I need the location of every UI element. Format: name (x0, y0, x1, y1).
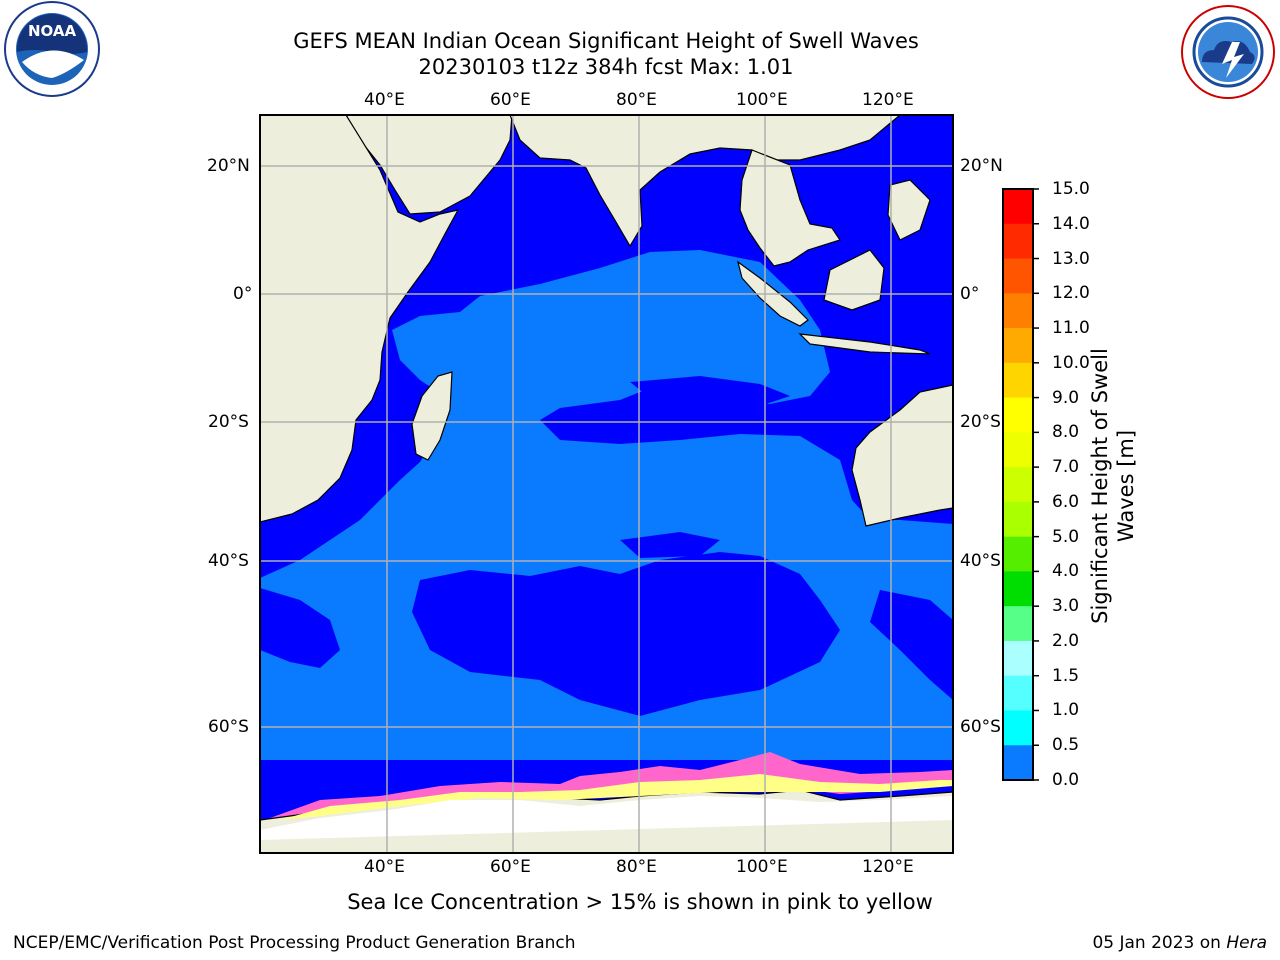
colorbar-tick-label: 5.0 (1052, 526, 1080, 547)
land-philippines (887, 179, 931, 241)
land-java (798, 333, 931, 355)
footer-date-text: 05 Jan 2023 on (1092, 933, 1227, 953)
colorbar-frame (1002, 188, 1034, 781)
land-madagascar (411, 371, 453, 461)
colorbar-segment (1003, 745, 1033, 781)
colorbar-tick-label: 0.5 (1052, 735, 1080, 756)
colorbar-tick-label: 3.0 (1052, 596, 1080, 617)
land-australia (851, 384, 953, 527)
colorbar-segment (1003, 328, 1033, 364)
low-swell-patch-west (260, 588, 340, 668)
colorbar-tick-label: 4.0 (1052, 561, 1080, 582)
colorbar-title: Significant Height of Swell Waves [m] (1088, 348, 1138, 624)
lat-label-left-60s: 60°S (208, 717, 249, 737)
lon-label-bottom-120e: 120°E (862, 857, 914, 877)
lon-label-top-60e: 60°E (490, 90, 531, 110)
colorbar-segment (1003, 675, 1033, 711)
colorbar-segment (1003, 258, 1033, 294)
sea-ice-band-inner (280, 774, 953, 820)
colorbar-segment (1003, 432, 1033, 468)
sea-ice-white-shelf (260, 796, 953, 840)
land-india (509, 115, 901, 248)
low-swell-patch-center (620, 532, 720, 558)
lat-label-left-20n: 20°N (207, 156, 250, 176)
colorbar-tick-label: 1.5 (1052, 665, 1080, 686)
colorbar-tick-label: 1.0 (1052, 700, 1080, 721)
lon-label-bottom-40e: 40°E (364, 857, 405, 877)
noaa-logo: NOAA (4, 1, 100, 97)
colorbar-tick-label: 2.0 (1052, 630, 1080, 651)
colorbar (1003, 188, 1039, 781)
colorbar-tick-label: 12.0 (1052, 283, 1090, 304)
sea-ice-caption: Sea Ice Concentration > 15% is shown in … (347, 890, 933, 914)
colorbar-segment (1003, 710, 1033, 746)
land-borneo (823, 249, 885, 311)
colorbar-tick-label: 6.0 (1052, 491, 1080, 512)
chart-subtitle: 20230103 t12z 384h fcst Max: 1.01 (418, 55, 794, 79)
lon-label-bottom-100e: 100°E (736, 857, 788, 877)
footer-machine: Hera (1226, 933, 1267, 953)
lat-label-right-40s: 40°S (960, 551, 1001, 571)
colorbar-tick-label: 8.0 (1052, 422, 1080, 443)
lat-label-right-0: 0° (960, 284, 980, 304)
colorbar-segment (1003, 536, 1033, 572)
lat-label-right-20s: 20°S (960, 412, 1001, 432)
colorbar-tick-label: 0.0 (1052, 770, 1080, 790)
lon-label-bottom-80e: 80°E (616, 857, 657, 877)
colorbar-tick-label: 9.0 (1052, 387, 1080, 408)
sea-ice-band-outer (270, 752, 953, 818)
colorbar-segment (1003, 606, 1033, 642)
lat-label-right-20n: 20°N (960, 156, 1003, 176)
colorbar-tick-label: 14.0 (1052, 213, 1090, 234)
colorbar-segment (1003, 189, 1033, 225)
colorbar-segment (1003, 501, 1033, 538)
low-swell-patch-south (412, 552, 840, 716)
footer-credit: NCEP/EMC/Verification Post Processing Pr… (13, 933, 576, 953)
colorbar-tick-label: 10.0 (1052, 352, 1090, 373)
lon-label-bottom-60e: 60°E (490, 857, 531, 877)
lon-label-top-80e: 80°E (616, 90, 657, 110)
lat-label-left-20s: 20°S (208, 412, 249, 432)
footer-date: 05 Jan 2023 on Hera (1092, 933, 1267, 953)
map-gridlines (260, 115, 953, 853)
lat-label-right-60s: 60°S (960, 717, 1001, 737)
colorbar-segment (1003, 293, 1033, 329)
colorbar-tick-label: 7.0 (1052, 457, 1080, 478)
colorbar-segment (1003, 467, 1033, 503)
lat-label-left-0: 0° (233, 284, 253, 304)
map-frame (259, 114, 954, 854)
low-swell-patch-mid (630, 376, 790, 406)
colorbar-segment (1003, 571, 1033, 607)
colorbar-segment (1003, 362, 1033, 399)
lat-label-left-40s: 40°S (208, 551, 249, 571)
chart-title: GEFS MEAN Indian Ocean Significant Heigh… (293, 29, 919, 53)
land-masses (260, 115, 953, 853)
colorbar-segment (1003, 640, 1033, 677)
colorbar-tick-label: 13.0 (1052, 248, 1090, 269)
nws-logo (1181, 5, 1275, 99)
colorbar-segment (1003, 397, 1033, 433)
noaa-logo-text: NOAA (28, 22, 77, 40)
colorbar-tick-label: 11.0 (1052, 318, 1090, 339)
lon-label-top-100e: 100°E (736, 90, 788, 110)
land-horn-africa (260, 115, 460, 523)
colorbar-segment (1003, 223, 1033, 260)
colorbar-tick-label: 15.0 (1052, 179, 1090, 199)
lon-label-top-120e: 120°E (862, 90, 914, 110)
lon-label-top-40e: 40°E (364, 90, 405, 110)
